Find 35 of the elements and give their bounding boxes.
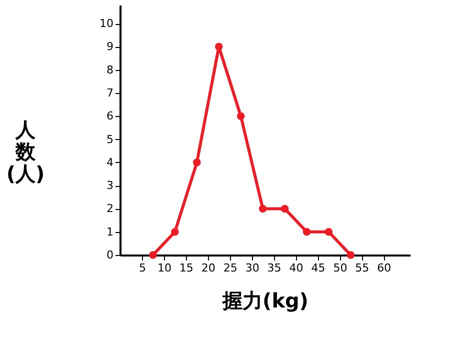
x-tick-label: 30 [245, 262, 260, 274]
x-tick-label: 5 [138, 262, 146, 274]
y-tick-label: 2 [106, 202, 114, 216]
x-axis-title: 握力(kg) [222, 288, 308, 312]
y-tick-label: 9 [106, 40, 114, 54]
x-tick-label: 40 [289, 262, 304, 274]
x-tick-label: 15 [179, 262, 194, 274]
x-tick-label: 60 [377, 262, 392, 274]
point [258, 204, 267, 213]
point [193, 158, 201, 166]
point [149, 251, 157, 259]
y-tick-label: 0 [106, 248, 114, 262]
x-tick-label: 25 [223, 262, 238, 274]
point [236, 112, 245, 120]
x-tick-label: 20 [201, 262, 216, 274]
x-tick-label: 35 [267, 262, 282, 274]
y-tick-label: 6 [106, 110, 114, 123]
y-tick-label: 1 [106, 225, 114, 238]
x-tick-label: 45 [311, 262, 326, 274]
y-tick-label: 5 [106, 132, 114, 146]
y-tick-label: 10 [100, 17, 114, 30]
x-tick-label: 50 [333, 262, 348, 274]
y-tick-label: 7 [106, 86, 114, 100]
y-axis-title: 人数(人) [6, 118, 45, 186]
y-tick-label: 4 [106, 156, 114, 169]
y-tick-label: 8 [106, 63, 114, 76]
x-tick-label: 10 [157, 262, 172, 274]
y-tick-label: 3 [106, 179, 114, 192]
x-tick-label: 55 [355, 262, 370, 274]
point [302, 228, 311, 236]
point [171, 228, 179, 236]
point [324, 228, 333, 236]
point [280, 204, 289, 213]
point [346, 251, 355, 259]
point [214, 42, 223, 51]
